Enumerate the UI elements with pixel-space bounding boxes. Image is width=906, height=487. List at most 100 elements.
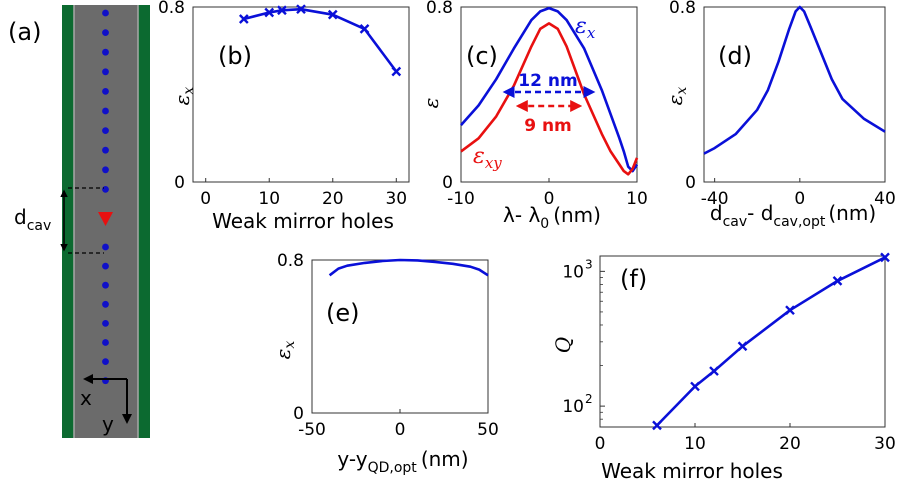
x-tick-label: -40 xyxy=(701,189,729,209)
panel-a-label: (a) xyxy=(8,18,41,46)
panel-b-label: (b) xyxy=(218,42,252,70)
y-tick-exponent: 3 xyxy=(585,257,593,271)
y-tick-label: 0 xyxy=(174,173,185,193)
legend-epsilon-x: εx xyxy=(575,14,596,42)
panel-f-ylabel: Q xyxy=(551,337,575,353)
x-tick-label: 0 xyxy=(595,434,606,454)
dcav-label: dcav xyxy=(14,205,51,234)
data-marker xyxy=(737,341,748,352)
x-tick-label: 0 xyxy=(395,420,406,440)
y-tick-label: 10 xyxy=(562,397,584,417)
series-line-blue xyxy=(656,256,886,427)
y-tick-label: 0.8 xyxy=(158,0,185,18)
y-tick-label: 0.8 xyxy=(669,0,696,18)
panel-b-chart: 0 10 20 30 0 0.8 (b) Weak mirror holes εx xyxy=(158,0,410,233)
hole xyxy=(102,9,109,17)
fwhm-red-label: 9 nm xyxy=(524,116,572,136)
x-tick-label: 0 xyxy=(794,189,805,209)
hole xyxy=(102,29,109,36)
y-tick-label: 0 xyxy=(685,173,696,193)
series-line-blue xyxy=(460,6,639,173)
y-tick-label: 10 xyxy=(562,262,584,282)
cladding-left xyxy=(62,5,74,438)
hole xyxy=(102,48,109,56)
panel-c-label: (c) xyxy=(466,42,498,70)
quantum-dot-marker xyxy=(98,212,113,226)
panel-b-ylabel: εx xyxy=(170,87,197,106)
panel-e-xlabel: y-yQD,opt (nm) xyxy=(337,447,468,476)
data-marker xyxy=(652,420,662,431)
panel-b-plot: 0 10 20 30 0 0.8 xyxy=(158,0,410,209)
x-tick-label: 20 xyxy=(779,434,801,454)
x-tick-label: 50 xyxy=(477,420,499,440)
data-marker xyxy=(359,24,370,34)
data-marker xyxy=(277,5,287,16)
series-line-blue xyxy=(328,258,489,277)
series-line-blue xyxy=(243,7,398,73)
panel-b-xlabel: Weak mirror holes xyxy=(212,209,394,233)
hole xyxy=(102,68,109,76)
panel-d-label: (d) xyxy=(718,42,752,70)
hole xyxy=(102,146,109,154)
panel-e-label: (e) xyxy=(326,299,360,327)
hole xyxy=(102,300,109,308)
hole xyxy=(102,107,109,115)
y-axis-label: y xyxy=(102,412,114,436)
x-tick-label: 10 xyxy=(626,189,648,209)
y-tick-label: 0.8 xyxy=(426,0,453,18)
hole xyxy=(102,127,109,134)
data-marker xyxy=(264,7,275,18)
hole xyxy=(102,281,109,289)
y-tick-exponent: 2 xyxy=(585,392,593,406)
plot-frame xyxy=(192,6,410,183)
x-tick-label: 0 xyxy=(200,189,211,209)
x-tick-label: 20 xyxy=(322,189,344,209)
x-axis-label: x xyxy=(80,386,92,410)
hole xyxy=(102,186,109,193)
hole xyxy=(102,166,109,174)
data-marker xyxy=(709,366,719,376)
hole xyxy=(102,320,109,327)
panel-f-label: (f) xyxy=(620,265,647,293)
hole xyxy=(102,243,109,251)
panel-e-ylabel: εx xyxy=(271,341,298,360)
x-tick-label: 40 xyxy=(874,189,896,209)
x-tick-label: 10 xyxy=(684,434,706,454)
fwhm-blue-label: 12 nm xyxy=(518,71,577,91)
hole xyxy=(102,88,109,95)
x-tick-label: -50 xyxy=(298,420,326,440)
data-marker xyxy=(690,381,700,392)
hole xyxy=(102,262,109,270)
hole xyxy=(102,358,109,365)
x-tick-label: 30 xyxy=(874,434,896,454)
y-tick-label: 0 xyxy=(442,173,453,193)
data-marker xyxy=(296,4,306,15)
panel-f-xlabel: Weak mirror holes xyxy=(601,459,783,483)
cladding-right xyxy=(138,5,150,438)
x-tick-label: 10 xyxy=(258,189,280,209)
x-tick-label: 30 xyxy=(385,189,407,209)
panel-c-xlabel: λ- λ0 (nm) xyxy=(503,203,601,232)
x-tick-label: -10 xyxy=(447,189,475,209)
legend-epsilon-xy: εxy xyxy=(473,144,502,172)
panel-a-schematic: (a) dcav x y xyxy=(8,5,150,438)
data-marker xyxy=(391,66,402,77)
data-marker xyxy=(880,252,890,263)
data-marker xyxy=(832,276,843,286)
panel-d-xlabel: dcav- dcav,opt (nm) xyxy=(710,201,876,230)
hole xyxy=(102,339,109,346)
plot-frame xyxy=(703,6,886,183)
data-marker xyxy=(238,14,249,24)
plot-frame xyxy=(311,259,489,414)
y-tick-label: 0 xyxy=(293,404,304,424)
panel-d-ylabel: εx xyxy=(663,87,690,106)
x-tick-label: 0 xyxy=(544,189,555,209)
